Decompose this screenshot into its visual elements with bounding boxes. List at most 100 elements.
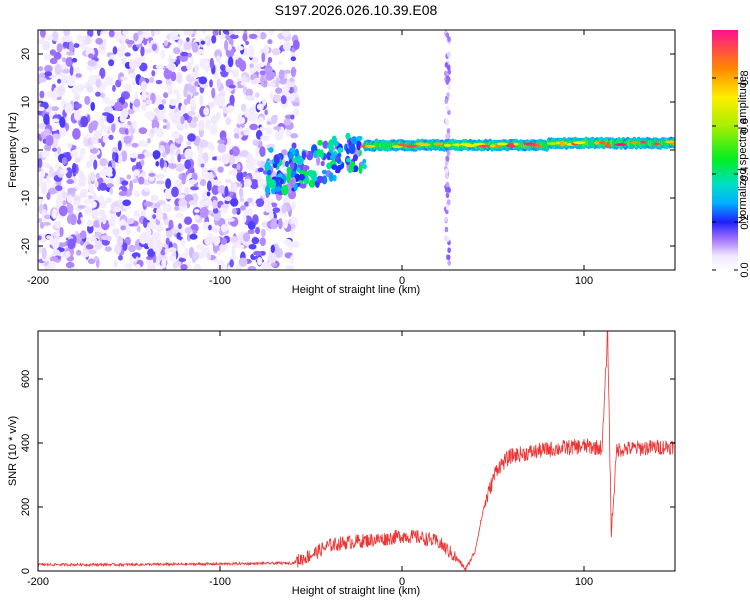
heatmap-cell	[212, 156, 217, 161]
heatmap-cell	[184, 226, 193, 234]
heatmap-cell	[171, 130, 180, 139]
heatmap-cell	[293, 108, 300, 117]
heatmap-cell	[88, 249, 97, 255]
heatmap-cell	[330, 154, 336, 161]
heatmap-cell	[443, 143, 452, 147]
heatmap-cell	[108, 59, 115, 67]
heatmap-cell	[165, 78, 173, 85]
spectrogram-y-tick-label: 0	[20, 147, 32, 153]
heatmap-cell	[100, 30, 108, 35]
heatmap-cell	[266, 82, 276, 87]
colorbar-tick-label: 0.8	[739, 70, 750, 85]
heatmap-cell	[89, 155, 97, 161]
heatmap-cell	[494, 145, 501, 148]
heatmap-cell	[445, 105, 450, 112]
heatmap-cell	[95, 91, 101, 97]
heatmap-cell	[328, 172, 334, 182]
heatmap-cell	[43, 181, 47, 190]
heatmap-cell	[212, 207, 219, 214]
heatmap-cell	[94, 180, 99, 188]
heatmap-cell	[99, 116, 105, 127]
heatmap-cell	[55, 162, 60, 170]
heatmap-cell	[122, 242, 128, 251]
heatmap-cell	[161, 257, 167, 269]
heatmap-cell	[290, 56, 297, 62]
heatmap-cell	[121, 180, 129, 186]
heatmap-cell	[71, 162, 77, 174]
heatmap-cell	[81, 250, 90, 258]
heatmap-cell	[232, 182, 238, 193]
heatmap-cell	[175, 58, 181, 65]
heatmap-cell	[57, 242, 67, 248]
heatmap-cell	[328, 146, 334, 151]
heatmap-cell	[88, 53, 94, 59]
heatmap-cell	[352, 154, 358, 162]
heatmap-cell	[306, 169, 315, 177]
heatmap-cell	[271, 48, 281, 56]
heatmap-cell	[38, 198, 42, 205]
heatmap-cell	[72, 128, 81, 140]
heatmap-cell	[337, 147, 343, 153]
heatmap-cell	[419, 143, 431, 147]
heatmap-cell	[105, 75, 114, 86]
heatmap-cell	[231, 168, 238, 177]
heatmap-cell	[151, 119, 160, 131]
heatmap-cell	[446, 92, 450, 98]
heatmap-cell	[444, 118, 449, 125]
heatmap-cell	[140, 101, 147, 112]
heatmap-cell	[248, 207, 253, 217]
heatmap-cell	[129, 180, 134, 192]
heatmap-cell	[147, 137, 151, 144]
heatmap-cell	[65, 250, 71, 258]
heatmap-cell	[69, 65, 74, 76]
heatmap-cell	[213, 235, 221, 246]
heatmap-cell	[138, 140, 146, 147]
heatmap-cell	[154, 224, 161, 231]
spectrogram-y-tick-label: 20	[20, 48, 32, 60]
heatmap-cell	[172, 261, 179, 269]
heatmap-cell	[39, 90, 45, 99]
heatmap-cell	[201, 170, 210, 180]
heatmap-cell	[212, 199, 218, 209]
heatmap-cell	[235, 57, 244, 68]
spectrogram-x-tick-label: -100	[209, 275, 231, 287]
heatmap-cell	[66, 195, 74, 204]
heatmap-cell	[75, 103, 82, 109]
heatmap-cell	[188, 179, 197, 185]
heatmap-cell	[46, 192, 51, 200]
heatmap-cell	[288, 152, 294, 161]
heatmap-cell	[54, 63, 62, 76]
heatmap-cell	[444, 98, 449, 105]
heatmap-cell	[56, 43, 63, 53]
heatmap-cell	[446, 150, 451, 156]
colorbar-gradient	[712, 30, 738, 270]
heatmap-cell	[210, 115, 218, 125]
heatmap-cell	[334, 141, 339, 147]
heatmap-cell	[250, 165, 257, 172]
heatmap-cell	[109, 187, 114, 195]
heatmap-cell	[41, 150, 50, 158]
heatmap-cell	[63, 30, 71, 37]
heatmap-cell	[269, 211, 274, 221]
heatmap-cell	[171, 35, 180, 41]
heatmap-cell	[130, 153, 139, 159]
heatmap-cell	[127, 120, 132, 126]
heatmap-cell	[145, 48, 152, 54]
heatmap-cell	[267, 39, 273, 45]
heatmap-cell	[233, 133, 240, 139]
heatmap-cell	[58, 205, 68, 217]
heatmap-cell	[92, 192, 97, 203]
heatmap-cell	[57, 85, 66, 96]
heatmap-cell	[257, 160, 262, 167]
heatmap-cell	[177, 153, 182, 163]
heatmap-cell	[257, 63, 265, 68]
snr-xlabel: Height of straight line (km)	[292, 585, 420, 597]
heatmap-cell	[73, 109, 81, 121]
heatmap-cell	[38, 122, 47, 130]
heatmap-cell	[228, 256, 238, 261]
heatmap-cell	[122, 30, 129, 36]
heatmap-cell	[168, 247, 177, 253]
heatmap-cell	[206, 252, 212, 261]
heatmap-cell	[42, 41, 51, 51]
heatmap-cell	[200, 40, 206, 45]
